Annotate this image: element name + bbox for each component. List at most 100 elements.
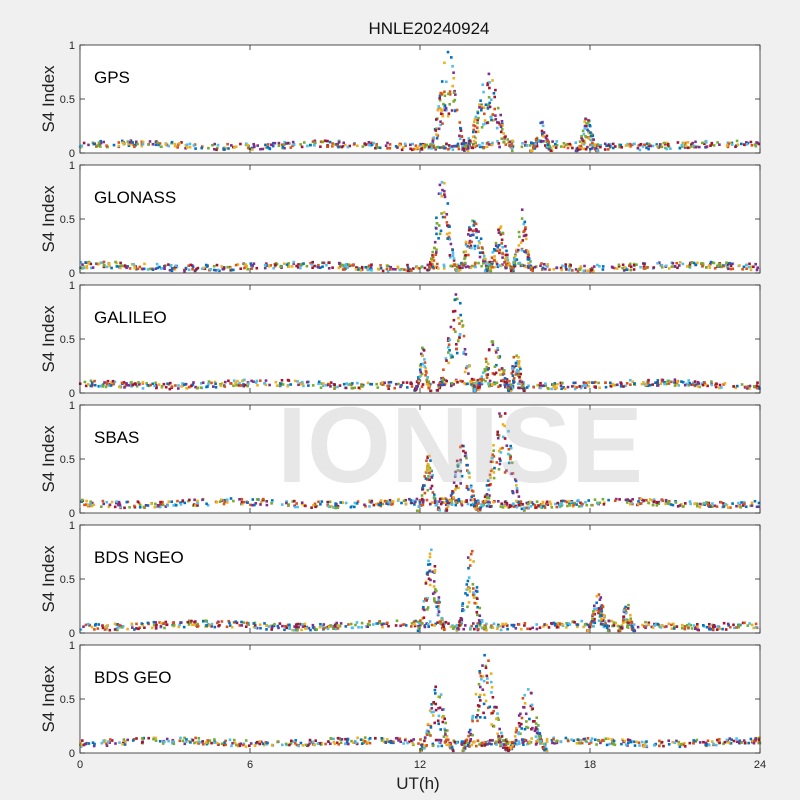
data-point: [705, 625, 709, 629]
data-point: [437, 192, 441, 195]
data-point: [410, 622, 414, 625]
data-point: [96, 262, 99, 266]
data-point: [243, 262, 246, 266]
data-point: [438, 509, 441, 512]
data-point: [185, 143, 189, 146]
data-point: [179, 501, 182, 504]
data-point: [537, 735, 541, 738]
data-point: [417, 267, 421, 270]
data-point: [263, 263, 267, 267]
data-point: [442, 625, 445, 629]
data-point: [331, 145, 334, 148]
data-point: [487, 483, 491, 487]
data-point: [361, 145, 365, 148]
data-point: [382, 740, 386, 744]
data-point: [386, 621, 389, 625]
data-point: [469, 244, 473, 248]
data-point: [450, 109, 454, 112]
data-point: [443, 181, 446, 185]
data-point: [427, 623, 430, 626]
data-point: [431, 263, 434, 266]
data-point: [480, 744, 484, 747]
data-point: [667, 743, 671, 746]
data-point: [681, 623, 684, 627]
data-point: [577, 505, 581, 508]
data-point: [448, 349, 451, 352]
data-point: [511, 742, 514, 746]
data-point: [592, 381, 595, 384]
data-point: [675, 625, 679, 628]
data-point: [586, 737, 590, 740]
data-point: [525, 725, 528, 729]
data-point: [260, 740, 263, 744]
data-point: [538, 731, 541, 735]
data-point: [132, 263, 135, 266]
data-point: [445, 507, 448, 511]
data-point: [428, 454, 431, 458]
data-point: [640, 740, 644, 744]
data-point: [433, 565, 437, 568]
y-axis-label: S4 Index: [39, 305, 58, 373]
data-point: [133, 264, 136, 267]
data-point: [532, 146, 535, 149]
data-point: [291, 140, 295, 144]
data-point: [379, 499, 383, 502]
data-point: [491, 739, 494, 742]
data-point: [471, 717, 474, 721]
data-point: [105, 744, 109, 747]
data-point: [173, 142, 177, 146]
data-point: [527, 500, 531, 504]
data-point: [285, 500, 288, 503]
data-point: [489, 476, 492, 479]
data-point: [428, 709, 432, 712]
data-point: [669, 503, 673, 506]
data-point: [629, 499, 632, 503]
data-point: [750, 504, 754, 507]
data-point: [350, 383, 353, 387]
data-point: [405, 381, 409, 384]
data-point: [468, 564, 472, 567]
data-point: [103, 739, 107, 742]
data-point: [718, 143, 721, 146]
data-point: [468, 476, 471, 479]
data-point: [441, 378, 445, 382]
data-point: [564, 143, 568, 147]
data-point: [133, 145, 136, 149]
data-point: [234, 620, 238, 623]
data-point: [425, 459, 428, 463]
data-point: [136, 142, 139, 146]
data-point: [498, 727, 501, 731]
data-point: [240, 502, 244, 506]
data-point: [213, 625, 217, 629]
data-point: [454, 379, 458, 383]
data-point: [230, 625, 234, 629]
data-point: [466, 463, 469, 467]
data-point: [475, 716, 478, 719]
data-point: [730, 738, 733, 741]
data-point: [509, 446, 513, 450]
data-point: [94, 622, 98, 626]
data-point: [744, 385, 748, 389]
data-point: [689, 623, 693, 627]
data-point: [118, 385, 121, 389]
data-point: [170, 385, 174, 388]
data-point: [484, 122, 487, 125]
data-point: [499, 740, 502, 744]
data-point: [447, 343, 451, 346]
data-point: [569, 264, 572, 267]
data-point: [432, 710, 435, 714]
data-point: [327, 267, 331, 270]
data-point: [680, 143, 684, 147]
data-point: [541, 133, 544, 137]
data-point: [622, 385, 625, 388]
data-point: [533, 720, 536, 723]
data-point: [481, 500, 485, 504]
data-point: [140, 144, 144, 148]
data-point: [562, 386, 565, 389]
data-point: [90, 381, 94, 384]
data-point: [471, 135, 475, 139]
data-point: [587, 130, 590, 133]
data-point: [622, 269, 626, 272]
data-point: [513, 478, 517, 481]
data-point: [440, 109, 443, 113]
